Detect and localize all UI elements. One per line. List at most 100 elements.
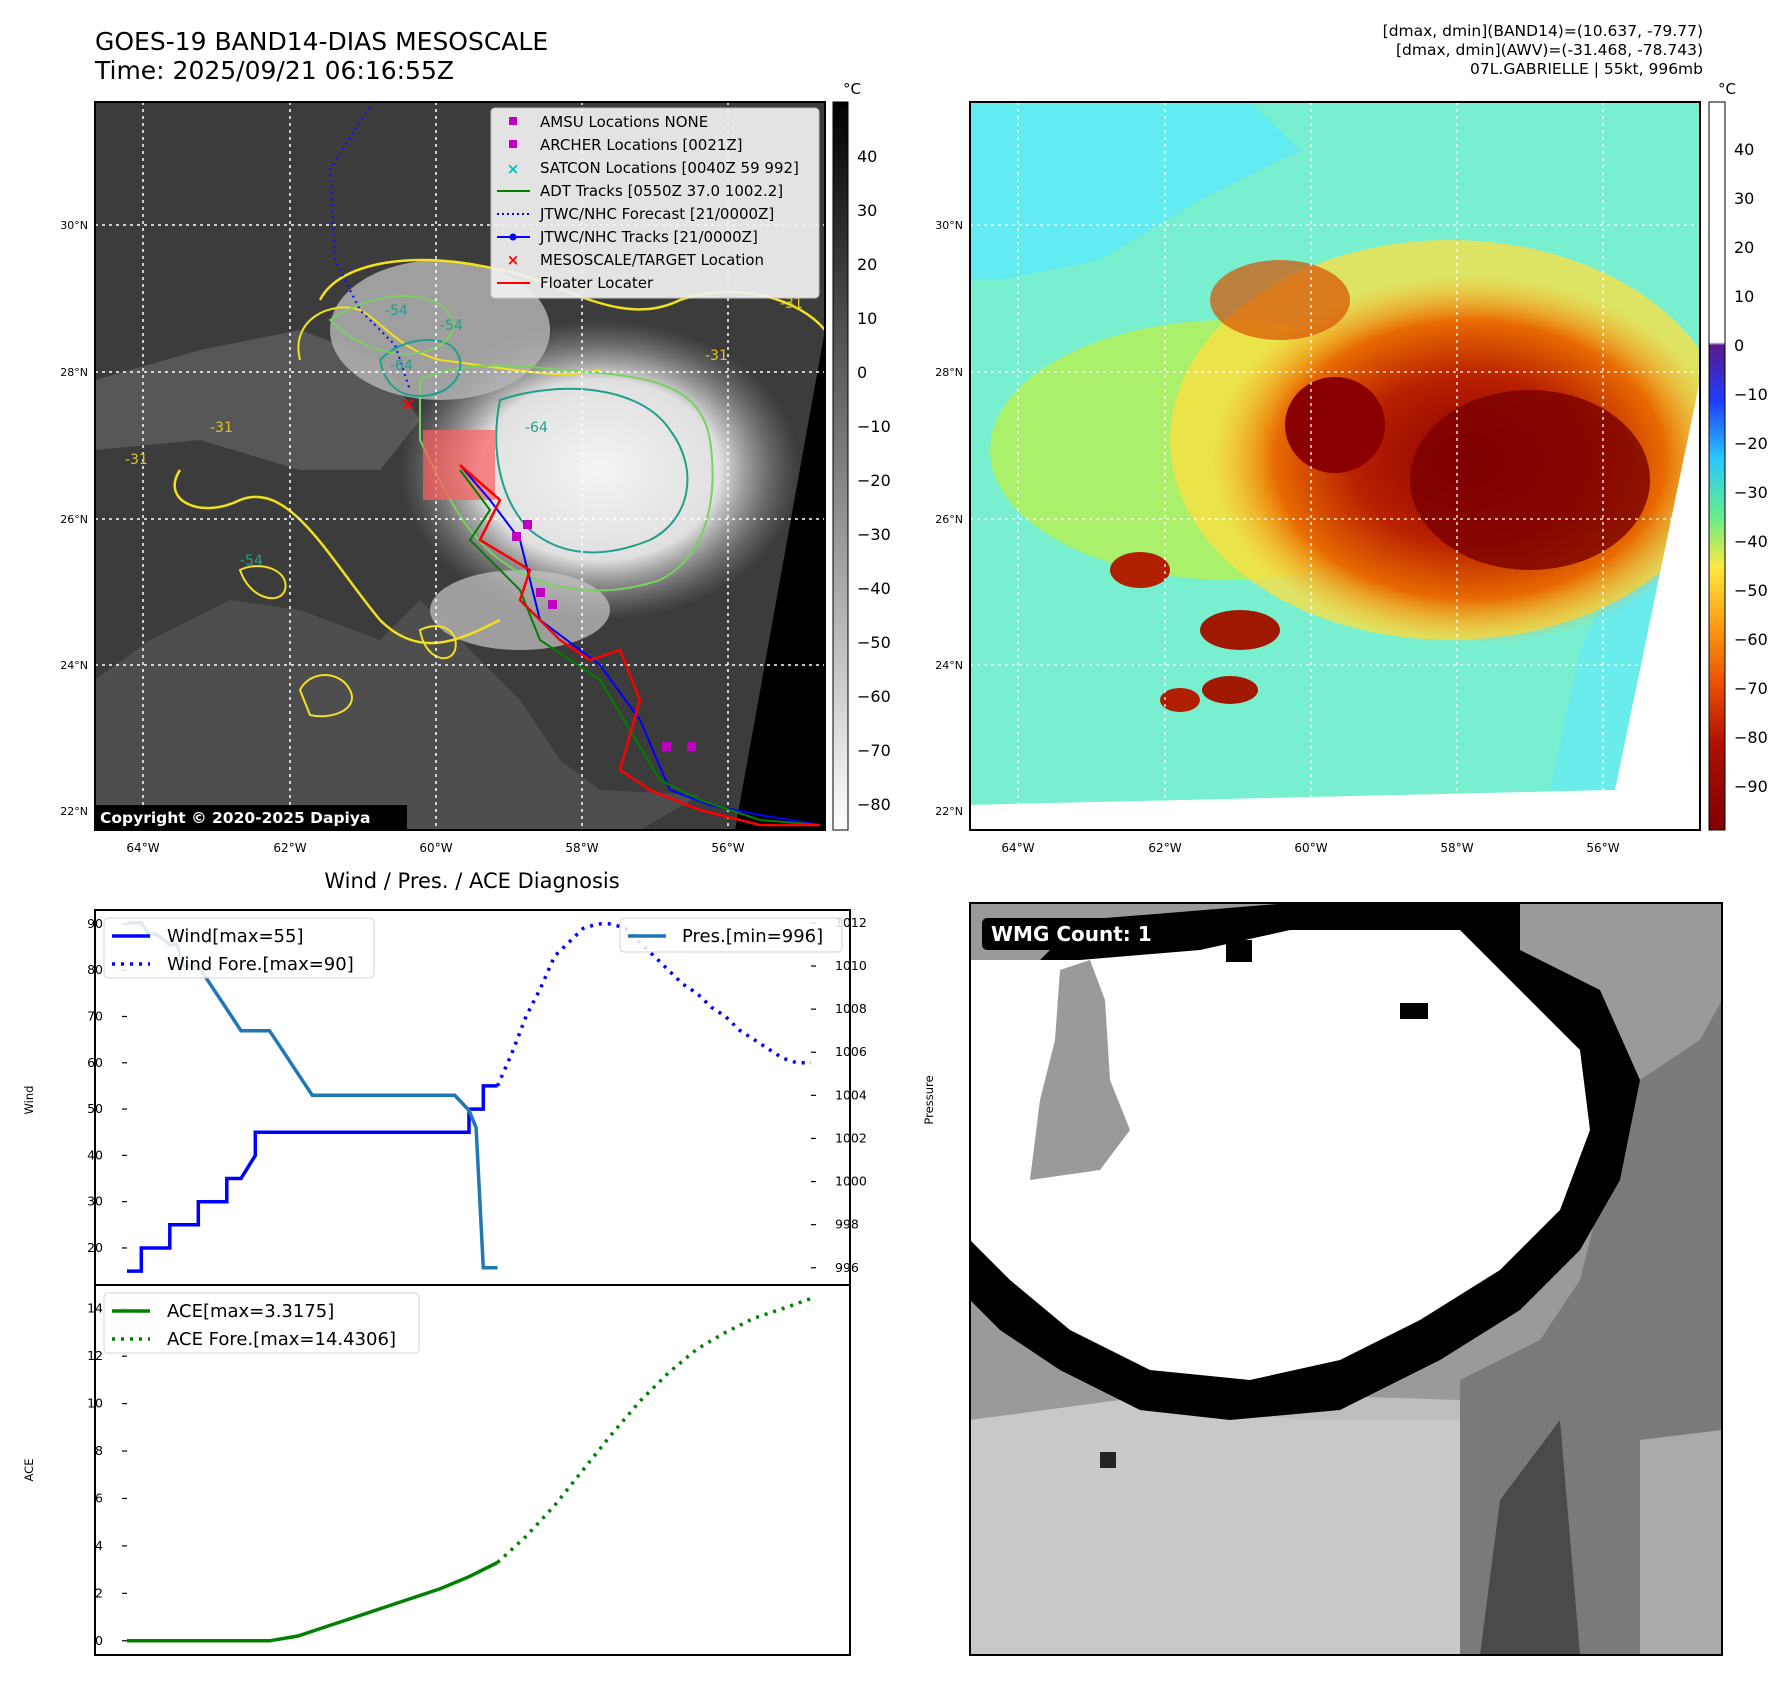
lon-label: 58°W bbox=[565, 841, 598, 855]
wind-pressure-panel: Wind / Pres. / ACE Diagnosis 20 30 40 50 60 7… bbox=[22, 869, 936, 1286]
y-tick-label: 60 bbox=[87, 1055, 103, 1070]
floater-box bbox=[423, 430, 495, 500]
y-tick-label: 10 bbox=[87, 1396, 103, 1411]
contour-label: -31 bbox=[210, 420, 233, 436]
y-right-tick-label: 1012 bbox=[835, 915, 867, 930]
wmg-dark-strip bbox=[1480, 1420, 1580, 1655]
awv-cell bbox=[1110, 552, 1170, 588]
central-dense-overcast bbox=[400, 320, 800, 620]
title-line-time: Time: 2025/09/21 06:16:55Z bbox=[95, 56, 454, 85]
lat-label: 22°N bbox=[935, 805, 963, 818]
lat-label: 22°N bbox=[60, 805, 88, 818]
contour-minus31-c bbox=[173, 469, 501, 645]
lat-label: 30°N bbox=[935, 219, 963, 232]
y-tick-label: 40 bbox=[87, 1147, 103, 1162]
contour-label: -54 bbox=[240, 553, 263, 569]
series-line-ace-fore-max- bbox=[496, 1296, 812, 1564]
lon-label: 60°W bbox=[419, 841, 452, 855]
awv-no-data bbox=[970, 380, 1700, 830]
y-tick-label: 50 bbox=[87, 1101, 103, 1116]
y-tick-label: 70 bbox=[87, 1008, 103, 1023]
contour-minus31-b bbox=[297, 306, 601, 376]
legend-tracks-label: JTWC/NHC Tracks [21/0000Z] bbox=[539, 228, 758, 246]
lon-label: 62°W bbox=[273, 841, 306, 855]
lon-label: 56°W bbox=[711, 841, 744, 855]
cbar-tick: −60 bbox=[1734, 630, 1768, 649]
wmg-count-label: WMG Count: 1 bbox=[991, 922, 1152, 946]
lat-label: 28°N bbox=[935, 366, 963, 379]
cbar-tick: −20 bbox=[857, 471, 891, 490]
y-tick-label: 20 bbox=[87, 1240, 103, 1255]
ace-legend-label: ACE[max=3.3175] bbox=[167, 1301, 334, 1322]
cbar-tick: −30 bbox=[1734, 483, 1768, 502]
ace-panel: 0 2 4 6 8 10 12 14 ACE ACE[max=3.3175] ACE Fore… bbox=[22, 1284, 851, 1656]
ir-map-panel: × -54 -54 -64 -64 -31 -31 -31 -31 -54 AM… bbox=[60, 80, 891, 855]
contour-label: -31 bbox=[780, 296, 803, 312]
ir-legend: AMSU Locations NONE ARCHER Locations [00… bbox=[490, 107, 820, 299]
low-cloud-band bbox=[95, 600, 700, 830]
wind-legend: Wind[max=55] Wind Fore.[max=90] bbox=[103, 917, 375, 979]
y-right-tick-label: 1006 bbox=[835, 1044, 867, 1059]
floater-track bbox=[459, 464, 820, 827]
wind-fore-legend-label: Wind Fore.[max=90] bbox=[167, 954, 354, 975]
adt-track bbox=[459, 469, 821, 826]
cbar-tick: −40 bbox=[1734, 532, 1768, 551]
copyright-text: Copyright © 2020-2025 Dapiya bbox=[100, 809, 370, 827]
wmg-east-gray bbox=[1640, 1430, 1722, 1655]
cbar-tick: 0 bbox=[857, 363, 867, 382]
y-tick-label: 0 bbox=[95, 1633, 103, 1648]
cbar-tick: 40 bbox=[857, 147, 877, 166]
series-line-ace-max- bbox=[127, 1560, 499, 1643]
y-tick-label: 2 bbox=[95, 1585, 103, 1600]
contour-minus54 bbox=[419, 364, 714, 592]
ace-fore-legend-label: ACE Fore.[max=14.4306] bbox=[167, 1329, 396, 1350]
title-line-satellite: GOES-19 BAND14-DIAS MESOSCALE bbox=[95, 27, 549, 56]
contour-minus64-b bbox=[378, 339, 462, 397]
cbar-tick: −50 bbox=[857, 633, 891, 652]
no-data-region bbox=[735, 330, 825, 830]
ir-colorbar-ticks: 40 30 20 10 0 −10 −20 −30 −40 −50 −60 −7… bbox=[857, 147, 891, 814]
legend-forecast-label: JTWC/NHC Forecast [21/0000Z] bbox=[539, 205, 774, 223]
cbar-tick: −50 bbox=[1734, 581, 1768, 600]
info-band14-range: [dmax, dmin](BAND14)=(10.637, -79.77) bbox=[1382, 22, 1703, 40]
series-line-wind-max- bbox=[127, 1084, 498, 1273]
cbar-tick: 20 bbox=[857, 255, 877, 274]
ace-legend: ACE[max=3.3175] ACE Fore.[max=14.4306] bbox=[103, 1292, 420, 1354]
cbar-tick: 10 bbox=[1734, 287, 1754, 306]
lat-label: 26°N bbox=[935, 513, 963, 526]
y-tick-label: 14 bbox=[87, 1301, 103, 1316]
cbar-tick: −70 bbox=[1734, 679, 1768, 698]
legend-amsu-label: AMSU Locations NONE bbox=[540, 113, 708, 131]
mesoscale-target-marker: × bbox=[400, 394, 415, 415]
wmg-cold-pixel bbox=[1400, 1003, 1428, 1019]
legend-box bbox=[490, 107, 820, 299]
awv-coldest-core bbox=[1410, 390, 1650, 570]
wmg-frame bbox=[969, 902, 1723, 1656]
y-right-tick-label: 996 bbox=[835, 1260, 859, 1275]
diagnosis-title: Wind / Pres. / ACE Diagnosis bbox=[324, 869, 619, 893]
legend-archer-label: ARCHER Locations [0021Z] bbox=[540, 136, 743, 154]
awv-cell bbox=[1160, 688, 1200, 712]
pressure-y-ticks: 996 998 1000 1002 1004 1006 1008 1010 1012 bbox=[811, 915, 867, 1275]
target-legend-marker: × bbox=[507, 251, 520, 269]
ace-axis-label: ACE bbox=[22, 1459, 36, 1482]
wind-legend-label: Wind[max=55] bbox=[167, 926, 304, 947]
contour-minus64 bbox=[495, 387, 689, 554]
y-tick-label: 4 bbox=[95, 1538, 103, 1553]
lon-label: 60°W bbox=[1294, 841, 1327, 855]
y-right-tick-label: 1002 bbox=[835, 1130, 867, 1145]
cbar-tick: −80 bbox=[1734, 728, 1768, 747]
awv-cold-region bbox=[970, 102, 1300, 280]
cloud-rainband bbox=[430, 570, 610, 650]
contour-label: -64 bbox=[390, 358, 413, 374]
contour-label: -31 bbox=[125, 452, 148, 468]
cbar-tick: −90 bbox=[1734, 777, 1768, 796]
awv-map-panel: 30°N 28°N 26°N 24°N 22°N 64°W 62°W 60°W … bbox=[935, 80, 1768, 855]
y-tick-label: 12 bbox=[87, 1348, 103, 1363]
contour-label: -64 bbox=[525, 420, 548, 436]
wmg-gray-patch bbox=[1030, 960, 1130, 1180]
wmg-dark-pixel bbox=[1100, 1452, 1116, 1468]
wmg-warm-region bbox=[970, 1400, 1460, 1655]
mid-cloud-band bbox=[95, 330, 420, 470]
